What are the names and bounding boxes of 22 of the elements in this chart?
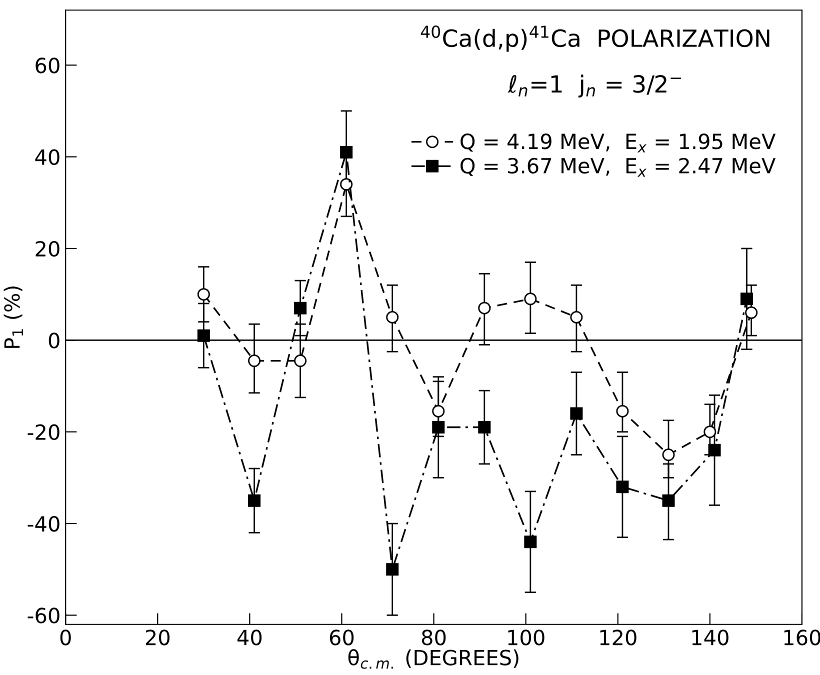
y-tick-label: -40 [28,516,60,532]
x-tick-label: 160 [784,630,820,646]
legend-label: Q = 3.67 MeV, E$_{x}$ = 2.47 MeV [460,158,776,177]
legend-label: Q = 4.19 MeV, E$_{x}$ = 1.95 MeV [460,134,776,152]
x-tick-label: 100 [508,630,544,646]
y-tick-label: -20 [28,424,60,440]
y-tick-label: 60 [36,58,60,74]
y-tick-label: 0 [48,332,60,348]
text: $^{40}$Ca(d,p)$^{41}$Ca POLARIZATION [420,25,770,52]
text: ℓ$_{n}$=1 j$_{n}$ = 3/2$^{−}$ [508,74,682,98]
x-tick-label: 60 [330,630,354,646]
x-tick-label: 80 [422,630,446,646]
x-tick-label: 20 [146,630,170,646]
x-axis-title: θ$_{c.m.}$ (DEGREES) [348,649,518,669]
x-tick-label: 120 [600,630,636,646]
y-tick-label: -60 [28,608,60,624]
y-tick-label: 20 [36,240,60,257]
x-tick-label: 0 [60,630,71,646]
y-tick-label: 40 [35,149,60,166]
y-axis-title: P$_{1}$ (%) [4,286,23,348]
x-tick-label: 40 [237,630,262,646]
x-tick-label: 140 [692,630,728,646]
